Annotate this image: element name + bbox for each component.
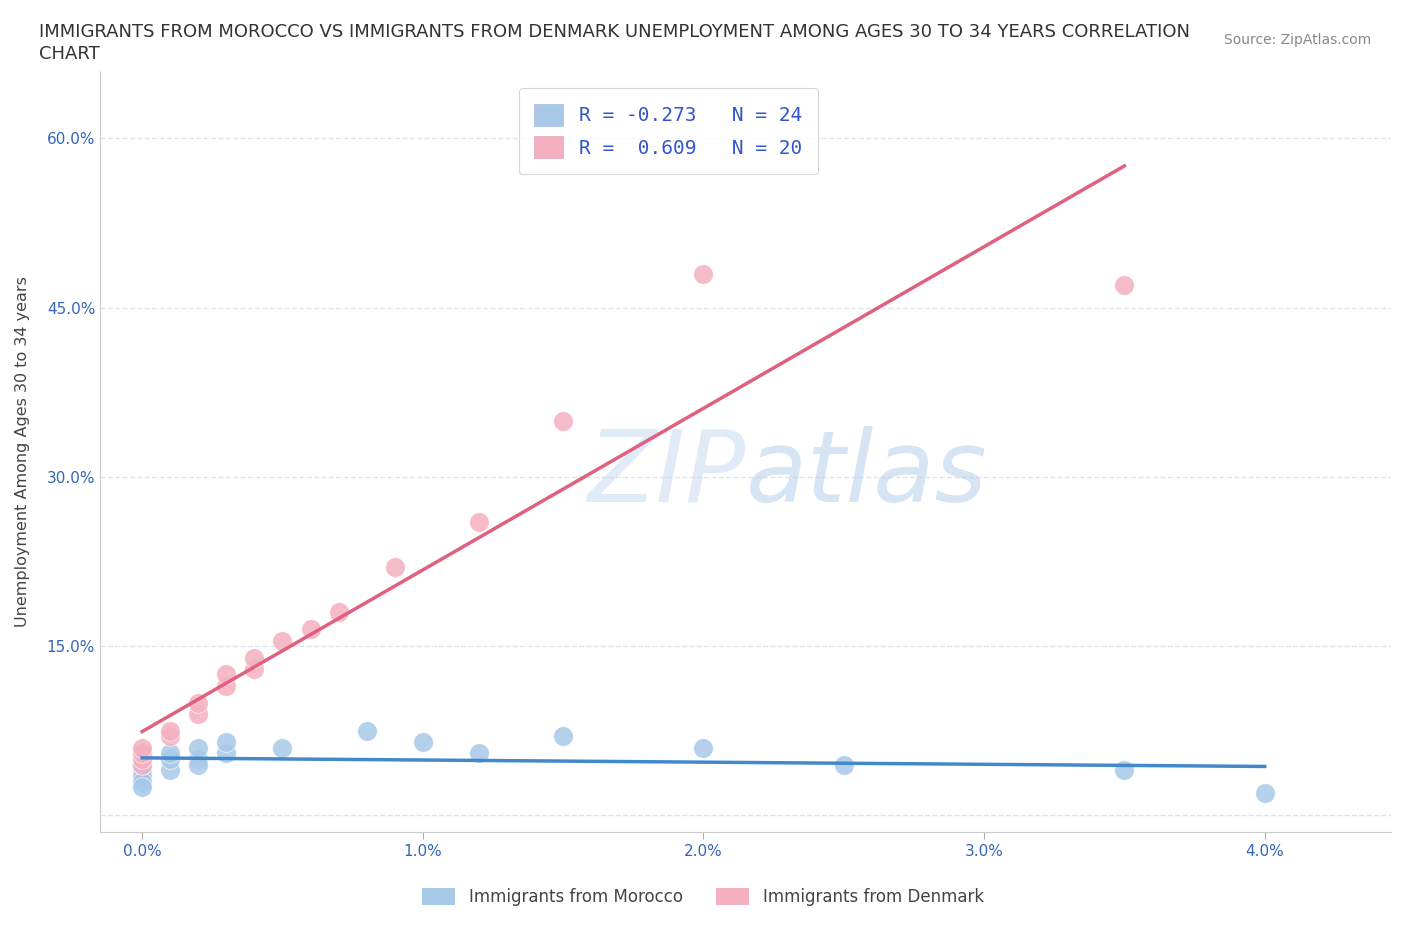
Point	[131, 757, 153, 772]
Point	[131, 751, 153, 766]
Point	[692, 267, 714, 282]
Point	[131, 774, 153, 789]
Point	[551, 729, 574, 744]
Point	[131, 746, 153, 761]
Text: ZIP: ZIP	[588, 426, 745, 523]
Point	[356, 724, 378, 738]
Text: IMMIGRANTS FROM MOROCCO VS IMMIGRANTS FROM DENMARK UNEMPLOYMENT AMONG AGES 30 TO: IMMIGRANTS FROM MOROCCO VS IMMIGRANTS FR…	[39, 23, 1191, 41]
Legend: R = -0.273   N = 24, R =  0.609   N = 20: R = -0.273 N = 24, R = 0.609 N = 20	[519, 88, 818, 174]
Point	[384, 560, 406, 575]
Point	[131, 768, 153, 783]
Point	[187, 740, 209, 755]
Point	[468, 514, 491, 529]
Point	[328, 604, 350, 619]
Point	[187, 696, 209, 711]
Point	[187, 757, 209, 772]
Point	[215, 735, 238, 750]
Point	[159, 763, 181, 777]
Point	[1254, 786, 1277, 801]
Point	[187, 707, 209, 722]
Point	[159, 751, 181, 766]
Point	[131, 740, 153, 755]
Point	[412, 735, 434, 750]
Point	[243, 661, 266, 676]
Text: CHART: CHART	[39, 45, 100, 62]
Point	[832, 757, 855, 772]
Point	[299, 622, 322, 637]
Point	[131, 746, 153, 761]
Point	[271, 633, 294, 648]
Point	[159, 729, 181, 744]
Text: atlas: atlas	[745, 426, 987, 523]
Point	[187, 751, 209, 766]
Point	[131, 763, 153, 777]
Y-axis label: Unemployment Among Ages 30 to 34 years: Unemployment Among Ages 30 to 34 years	[15, 276, 30, 627]
Point	[131, 780, 153, 795]
Point	[468, 746, 491, 761]
Point	[159, 724, 181, 738]
Point	[243, 650, 266, 665]
Point	[215, 678, 238, 693]
Legend: Immigrants from Morocco, Immigrants from Denmark: Immigrants from Morocco, Immigrants from…	[415, 881, 991, 912]
Point	[215, 667, 238, 682]
Point	[131, 757, 153, 772]
Point	[271, 740, 294, 755]
Point	[551, 413, 574, 428]
Point	[1114, 763, 1136, 777]
Point	[692, 740, 714, 755]
Point	[1114, 278, 1136, 293]
Text: Source: ZipAtlas.com: Source: ZipAtlas.com	[1223, 33, 1371, 46]
Point	[215, 746, 238, 761]
Point	[131, 751, 153, 766]
Point	[159, 746, 181, 761]
